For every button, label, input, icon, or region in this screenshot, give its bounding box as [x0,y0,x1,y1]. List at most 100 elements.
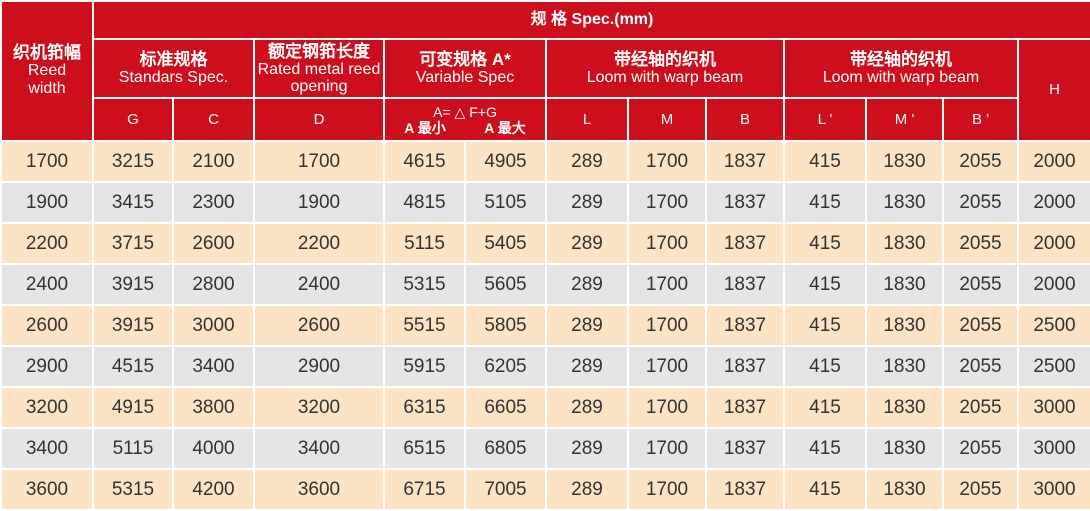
table-cell: 415 [783,181,867,224]
table-cell: 4200 [172,468,255,511]
table-cell: 1837 [705,427,785,470]
table-cell: 415 [783,345,867,388]
header-standard: 标准规格 Standars Spec. [92,38,255,99]
table-cell: 6315 [383,386,466,429]
table-cell: 1830 [865,386,944,429]
table-row: 2200 3715 2600 2200 5115 5405 289 1700 1837 415 18… [0,222,1090,265]
table-cell: 3200 [253,386,385,429]
variable-zh: 可变规格 A* [419,49,511,69]
table-cell: 3200 [0,386,94,429]
header-M2: M ' [865,97,944,142]
table-cell: 5105 [464,181,547,224]
rated-zh: 额定钢筘长度 [268,41,370,61]
table-cell: 3400 [253,427,385,470]
table-cell: 2055 [942,468,1019,511]
table-cell: 1700 [627,386,707,429]
table-cell: 1837 [705,345,785,388]
table-cell: 1837 [705,386,785,429]
table-cell: 1830 [865,140,944,183]
standard-zh: 标准规格 [139,49,208,69]
table-cell: 3000 [1016,427,1090,470]
table-cell: 1700 [0,140,94,183]
table-cell: 1900 [0,181,94,224]
table-cell: 1830 [865,468,944,511]
table-cell: 2900 [0,345,94,388]
table-cell: 1700 [627,263,707,306]
header-L: L [545,97,629,142]
table-cell: 2200 [0,222,94,265]
a-min: A 最小 [404,119,446,136]
table-row: 1900 3415 2300 1900 4815 5105 289 1700 1837 415 18… [0,181,1090,224]
table-cell: 289 [545,468,629,511]
table-cell: 2500 [1016,345,1090,388]
header-G: G [92,97,174,142]
table-cell: 2055 [942,222,1019,265]
table-cell: 7005 [464,468,547,511]
table-cell: 5405 [464,222,547,265]
table-cell: 2800 [172,263,255,306]
table-cell: 6605 [464,386,547,429]
table-cell: 2055 [942,181,1019,224]
table-cell: 2000 [1016,181,1090,224]
table-cell: 5605 [464,263,547,306]
table-cell: 2200 [253,222,385,265]
spec-title: 规 格 Spec.(mm) [530,11,654,28]
table-cell: 6715 [383,468,466,511]
reed-width-en: Reed width [27,62,67,97]
table-cell: 1830 [865,222,944,265]
table-cell: 5115 [92,427,174,470]
table-cell: 415 [783,386,867,429]
table-cell: 2600 [172,222,255,265]
a-max: A 最大 [484,119,526,136]
table-cell: 2400 [0,263,94,306]
table-cell: 415 [783,468,867,511]
table-cell: 289 [545,263,629,306]
header-H: H [1016,38,1090,142]
table-cell: 6515 [383,427,466,470]
header-B: B [705,97,785,142]
table-cell: 415 [783,222,867,265]
table-cell: 4615 [383,140,466,183]
header-rated: 额定钢筘长度 Rated metal reed opening [253,38,385,99]
table-cell: 289 [545,345,629,388]
loom1-zh: 带经轴的织机 [614,49,716,69]
table-cell: 3000 [172,304,255,347]
header-C: C [172,97,255,142]
table-cell: 2300 [172,181,255,224]
table-cell: 3600 [253,468,385,511]
header-D: D [253,97,385,142]
header-spec-title: 规 格 Spec.(mm) [91,0,1090,40]
table-row: 3200 4915 3800 3200 6315 6605 289 1700 1837 415 18… [0,386,1090,429]
table-cell: 1700 [627,140,707,183]
table-cell: 3000 [1016,468,1090,511]
table-cell: 4905 [464,140,547,183]
header-formula: A= △ F+G A 最小 A 最大 [383,97,547,142]
table-cell: 2055 [942,140,1019,183]
table-cell: 4915 [92,386,174,429]
table-cell: 1830 [865,304,944,347]
table-cell: 2000 [1016,222,1090,265]
table-row: 2900 4515 3400 2900 5915 6205 289 1700 1837 415 18… [0,345,1090,388]
table-cell: 2000 [1016,140,1090,183]
table-cell: 2055 [942,263,1019,306]
table-cell: 1837 [705,304,785,347]
table-cell: 2600 [0,304,94,347]
table-cell: 5915 [383,345,466,388]
table-cell: 5315 [92,468,174,511]
table-cell: 3600 [0,468,94,511]
table-cell: 3915 [92,263,174,306]
table-cell: 3000 [1016,386,1090,429]
header-variable: 可变规格 A* Variable Spec [383,38,547,99]
formula: A= △ F+G [433,103,497,120]
table-row: 2600 3915 3000 2600 5515 5805 289 1700 1837 415 18… [0,304,1090,347]
table-row: 3400 5115 4000 3400 6515 6805 289 1700 1837 415 18… [0,427,1090,470]
table-cell: 4000 [172,427,255,470]
table-row: 3600 5315 4200 3600 6715 7005 289 1700 1837 415 18… [0,468,1090,511]
table-cell: 3400 [0,427,94,470]
loom2-en: Loom with warp beam [822,68,980,86]
header-reed-width: 织机筘幅 Reed width [0,0,94,142]
table-cell: 1837 [705,140,785,183]
table-cell: 415 [783,427,867,470]
table-row: 1700 3215 2100 1700 4615 4905 289 1700 1837 415 18… [0,140,1090,183]
